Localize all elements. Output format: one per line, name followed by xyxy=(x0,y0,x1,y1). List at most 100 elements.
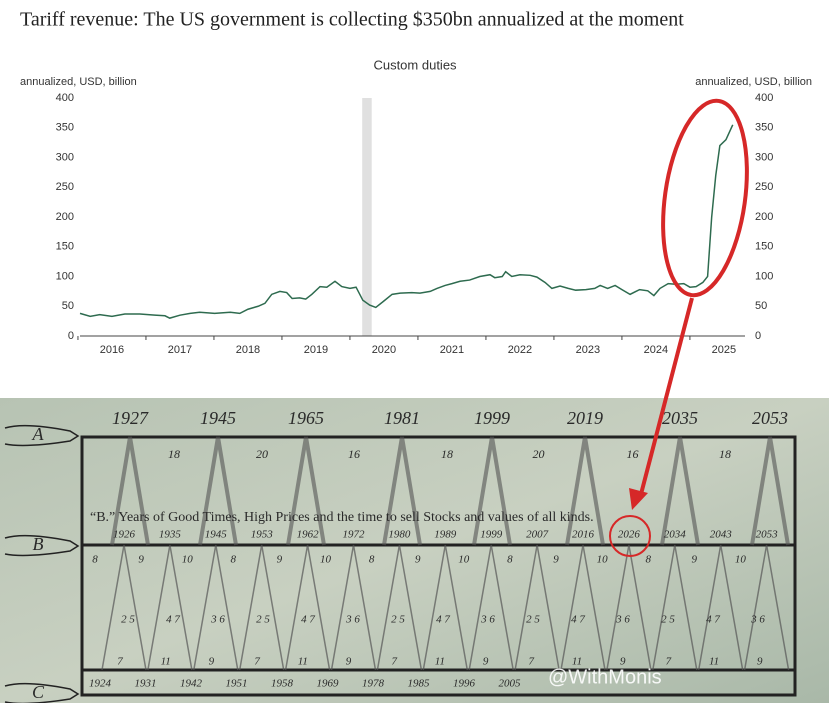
c-year: 1951 xyxy=(226,678,248,690)
a-year: 1981 xyxy=(384,408,420,428)
b-digit: 11 xyxy=(298,656,308,668)
y-tick-label: 300 xyxy=(56,151,74,163)
b-digit: 10 xyxy=(458,554,470,566)
cycle-line xyxy=(147,544,193,671)
b-digit: 9 xyxy=(415,554,421,566)
b-digit: 4 7 xyxy=(166,614,180,626)
b-digit: 2 5 xyxy=(661,614,675,626)
b-digit: 3 6 xyxy=(480,614,495,626)
b-digit: 2 5 xyxy=(526,614,540,626)
y-tick-label: 100 xyxy=(56,270,74,282)
a-year: 1945 xyxy=(200,408,236,428)
c-year: 1958 xyxy=(271,678,294,690)
cycle-line xyxy=(560,544,606,671)
y-tick-label: 50 xyxy=(62,300,74,312)
b-digit: 7 xyxy=(254,656,260,668)
b-digit: 11 xyxy=(435,656,445,668)
a-year: 2019 xyxy=(567,408,603,428)
arrow-head xyxy=(629,488,648,510)
a-interval: 16 xyxy=(348,447,360,461)
x-tick-label: 2020 xyxy=(372,344,396,356)
x-tick-label: 2019 xyxy=(304,344,328,356)
a-interval: 18 xyxy=(441,447,453,461)
b-digit: 8 xyxy=(231,554,237,566)
b-year: 1953 xyxy=(251,529,274,541)
b-year: 1972 xyxy=(343,529,366,541)
benner-background xyxy=(0,398,829,703)
b-digit: 7 xyxy=(117,656,123,668)
cycle-line xyxy=(472,436,512,546)
b-digit: 9 xyxy=(138,554,144,566)
b-year: 1935 xyxy=(159,529,182,541)
b-year: 2053 xyxy=(756,529,779,541)
cycle-line xyxy=(743,544,790,671)
box-c xyxy=(80,668,797,697)
y2-tick-label: 0 xyxy=(755,330,761,342)
x-tick-label: 2025 xyxy=(712,344,736,356)
row-label: A xyxy=(32,424,45,444)
x-tick-label: 2022 xyxy=(508,344,532,356)
chart-subtitle: Custom duties xyxy=(373,57,457,72)
y2-tick-label: 100 xyxy=(755,270,773,282)
cycle-line xyxy=(660,436,700,546)
b-digit: 9 xyxy=(277,554,283,566)
b-year: 2007 xyxy=(526,529,549,541)
a-interval: 20 xyxy=(256,447,268,461)
b-year: 1945 xyxy=(205,529,228,541)
b-digit: 3 6 xyxy=(345,614,360,626)
cycle-line xyxy=(286,436,326,546)
x-tick-label: 2016 xyxy=(100,344,124,356)
cycle-line xyxy=(193,544,239,671)
x-tick-label: 2018 xyxy=(236,344,260,356)
b-year: 1926 xyxy=(113,529,136,541)
b-digit: 9 xyxy=(209,656,215,668)
a-interval: 18 xyxy=(168,447,180,461)
cycle-line xyxy=(382,436,422,546)
y-tick-label: 150 xyxy=(56,241,74,253)
y2-tick-label: 400 xyxy=(755,92,773,104)
y-tick-label: 400 xyxy=(56,92,74,104)
a-year: 1927 xyxy=(112,408,149,428)
cycle-line xyxy=(110,436,150,546)
b-digit: 8 xyxy=(645,554,651,566)
c-year: 1978 xyxy=(362,678,385,690)
b-year: 1962 xyxy=(297,529,320,541)
cycle-line xyxy=(376,544,423,671)
y-tick-label: 0 xyxy=(68,330,74,342)
a-year: 1999 xyxy=(474,408,510,428)
b-digit: 9 xyxy=(483,656,489,668)
cycle-line xyxy=(468,544,514,671)
b-digit: 9 xyxy=(757,656,763,668)
b-digit: 4 7 xyxy=(301,614,315,626)
b-digit: 3 6 xyxy=(750,614,765,626)
b-digit: 9 xyxy=(692,554,698,566)
b-digit: 9 xyxy=(553,554,559,566)
c-year: 1931 xyxy=(135,678,157,690)
c-year: 1985 xyxy=(408,678,431,690)
c-year: 1996 xyxy=(453,678,476,690)
y-axis-label: annualized, USD, billion xyxy=(20,76,137,88)
c-year: 1942 xyxy=(180,678,203,690)
y2-tick-label: 300 xyxy=(755,151,773,163)
row-label: B xyxy=(33,534,44,554)
x-tick-label: 2023 xyxy=(576,344,600,356)
cycle-line xyxy=(284,544,331,671)
cycle-line xyxy=(652,544,698,671)
b-digit: 4 7 xyxy=(571,614,585,626)
highlight-ellipse xyxy=(661,98,749,298)
cycle-line xyxy=(330,544,377,671)
b-digit: 7 xyxy=(529,656,535,668)
c-year: 2005 xyxy=(499,678,522,690)
b-digit: 7 xyxy=(391,656,397,668)
b-year: 2016 xyxy=(572,529,595,541)
b-year: 1989 xyxy=(434,529,457,541)
highlight-circle xyxy=(609,515,651,557)
b-digit: 9 xyxy=(620,656,626,668)
chart-title: Tariff revenue: The US government is col… xyxy=(20,9,684,31)
b-digit: 10 xyxy=(597,554,609,566)
y-tick-label: 350 xyxy=(56,122,74,134)
cycle-line xyxy=(238,544,285,671)
b-digit: 8 xyxy=(92,554,98,566)
cycle-line xyxy=(514,544,560,671)
